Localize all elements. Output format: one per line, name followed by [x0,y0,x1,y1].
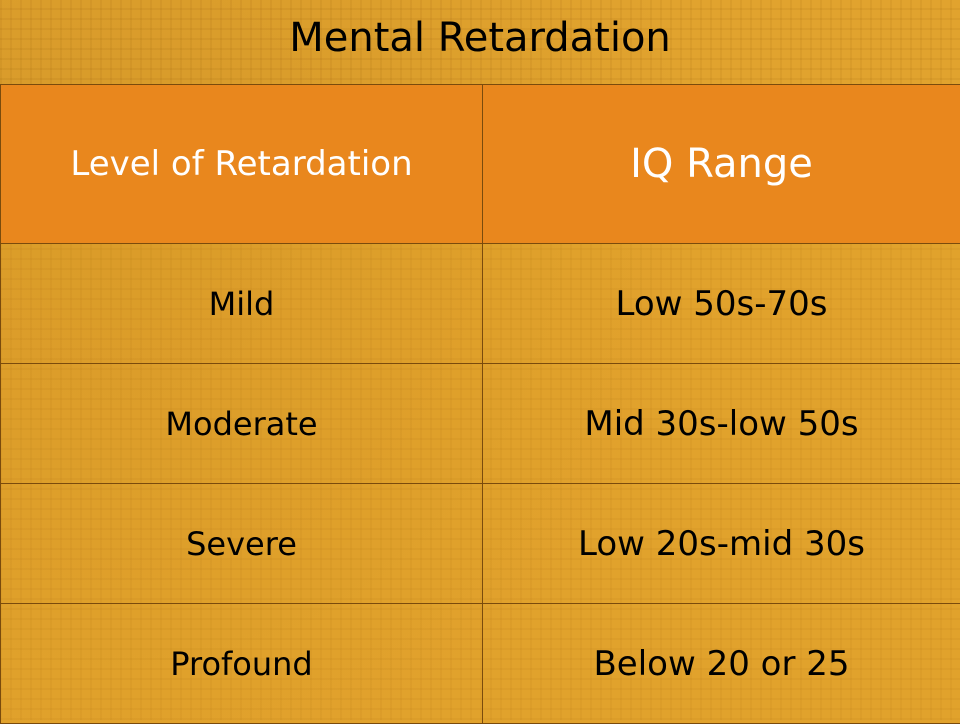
table-row: Moderate Mid 30s-low 50s [1,364,960,484]
iq-range-table: Level of Retardation IQ Range Mild Low 5… [0,84,960,724]
table-row: Profound Below 20 or 25 [1,604,960,724]
iq-range-cell: Mid 30s-low 50s [483,364,960,484]
slide-title: Mental Retardation [0,10,960,66]
header-level-of-retardation: Level of Retardation [1,85,483,244]
iq-range-cell: Below 20 or 25 [483,604,960,724]
table-row: Mild Low 50s-70s [1,244,960,364]
level-cell: Severe [1,484,483,604]
level-cell: Moderate [1,364,483,484]
level-cell: Mild [1,244,483,364]
table-row: Severe Low 20s-mid 30s [1,484,960,604]
iq-range-cell: Low 20s-mid 30s [483,484,960,604]
header-iq-range: IQ Range [483,85,960,244]
level-cell: Profound [1,604,483,724]
iq-range-cell: Low 50s-70s [483,244,960,364]
table-header-row: Level of Retardation IQ Range [1,85,960,244]
